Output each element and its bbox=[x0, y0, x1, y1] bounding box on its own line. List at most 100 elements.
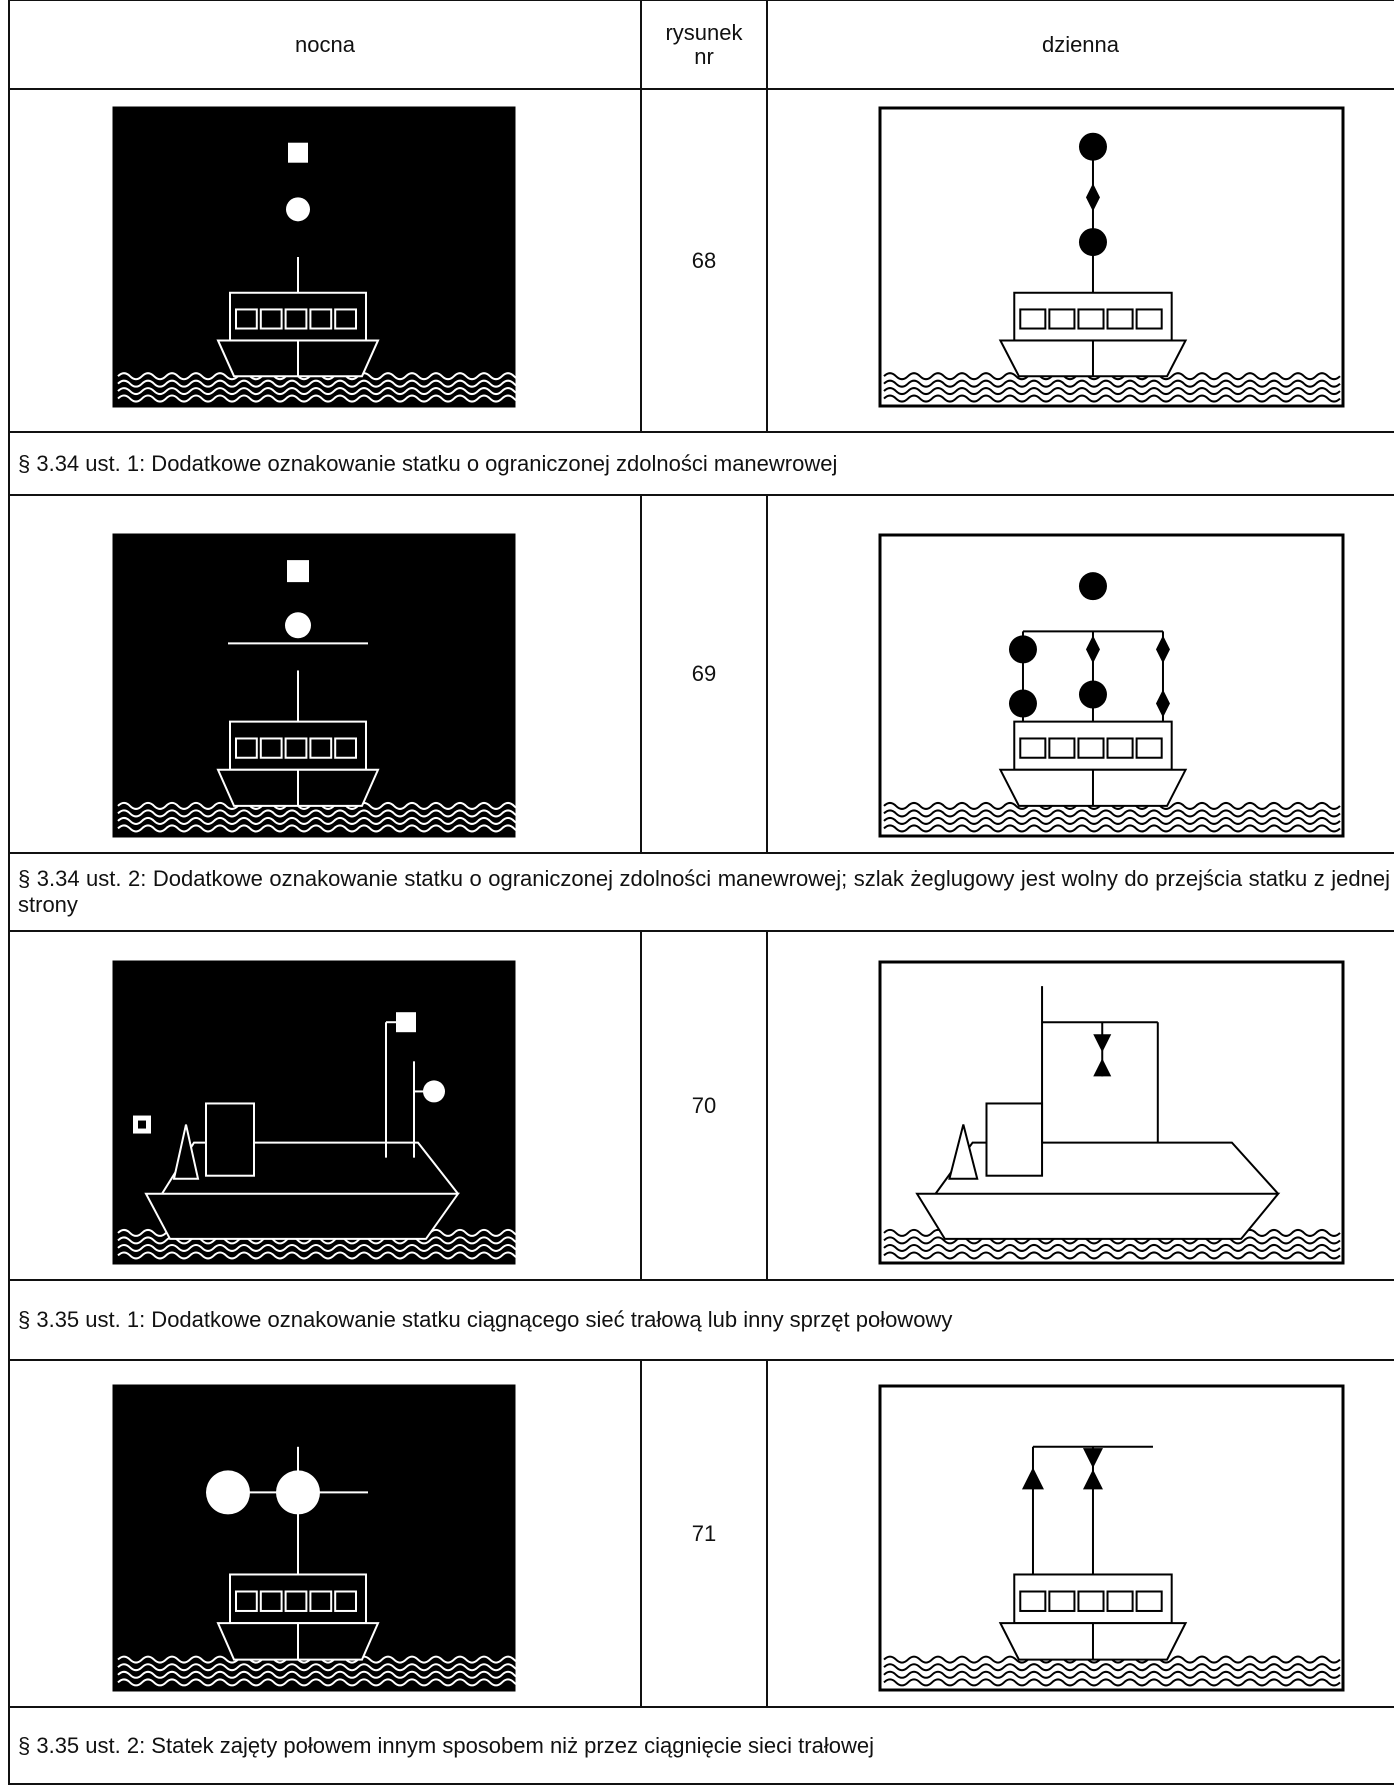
window bbox=[334, 1590, 358, 1612]
figure-number: 69 bbox=[691, 661, 717, 686]
wave bbox=[883, 387, 1341, 396]
wave bbox=[117, 379, 527, 388]
hull bbox=[998, 339, 1188, 378]
window bbox=[1135, 308, 1163, 330]
hull bbox=[998, 768, 1188, 807]
ball bbox=[1078, 572, 1107, 601]
window bbox=[1106, 737, 1134, 759]
caption: § 3.35 ust. 1: Dodatkowe oznakowanie sta… bbox=[18, 1307, 953, 1332]
window bbox=[1048, 308, 1076, 330]
wave bbox=[883, 824, 1341, 833]
window bbox=[1106, 308, 1134, 330]
ball bbox=[1008, 635, 1037, 664]
window bbox=[259, 308, 283, 330]
ball bbox=[206, 1470, 250, 1515]
window bbox=[309, 1590, 333, 1612]
wave bbox=[117, 1251, 527, 1260]
window bbox=[1019, 308, 1047, 330]
window bbox=[1106, 1590, 1134, 1612]
wave bbox=[883, 1670, 1341, 1679]
wave bbox=[117, 394, 527, 403]
cone bbox=[1021, 1467, 1044, 1490]
wave bbox=[117, 1236, 527, 1245]
window bbox=[1135, 1590, 1163, 1612]
hull bbox=[216, 1622, 380, 1661]
wave bbox=[883, 809, 1341, 818]
hull bbox=[216, 339, 380, 378]
figure-number: 70 bbox=[691, 1092, 717, 1118]
light bbox=[396, 1012, 416, 1033]
wave bbox=[117, 1678, 527, 1687]
figure-number: 71 bbox=[691, 1520, 717, 1546]
window bbox=[259, 737, 283, 759]
window bbox=[1077, 308, 1105, 330]
window bbox=[1135, 737, 1163, 759]
caption: § 3.35 ust. 2: Statek zajęty połowem inn… bbox=[18, 1733, 874, 1758]
ball bbox=[1078, 680, 1107, 709]
wave bbox=[883, 1678, 1341, 1687]
figure-number: 68 bbox=[691, 247, 717, 273]
window bbox=[1077, 1590, 1105, 1612]
hull bbox=[998, 1622, 1188, 1661]
wave bbox=[117, 1663, 527, 1672]
diamond bbox=[1155, 635, 1170, 664]
window bbox=[284, 308, 308, 330]
light bbox=[288, 142, 308, 163]
window bbox=[1019, 1590, 1047, 1612]
wave bbox=[883, 816, 1341, 825]
window bbox=[1077, 737, 1105, 759]
wave bbox=[883, 394, 1341, 403]
light bbox=[287, 560, 309, 583]
cone bbox=[1093, 1058, 1112, 1077]
diamond bbox=[1085, 635, 1100, 664]
cone-box bbox=[948, 1124, 979, 1180]
header-night: nocna bbox=[295, 31, 355, 57]
ball bbox=[276, 1470, 320, 1515]
ball bbox=[1008, 689, 1037, 718]
cone bbox=[1093, 1034, 1112, 1053]
hull bbox=[216, 768, 380, 807]
window bbox=[235, 308, 258, 330]
wave bbox=[117, 809, 527, 818]
window bbox=[259, 1590, 283, 1612]
window bbox=[284, 737, 308, 759]
cabin bbox=[985, 1102, 1044, 1177]
window bbox=[1048, 1590, 1076, 1612]
cone bbox=[1082, 1469, 1103, 1490]
window bbox=[284, 1590, 308, 1612]
wave bbox=[117, 816, 527, 825]
ball bbox=[1078, 132, 1107, 161]
window bbox=[334, 308, 358, 330]
window bbox=[1019, 737, 1047, 759]
cone bbox=[1082, 1448, 1103, 1469]
wave bbox=[117, 1243, 527, 1252]
wave bbox=[883, 379, 1341, 388]
ball bbox=[285, 612, 311, 639]
wave bbox=[883, 1243, 1341, 1252]
header-number: rysunek nr bbox=[665, 19, 743, 69]
ball bbox=[286, 197, 310, 222]
window bbox=[1048, 737, 1076, 759]
wave bbox=[883, 1663, 1341, 1672]
wave bbox=[117, 387, 527, 396]
hull bbox=[144, 1192, 460, 1240]
hull bbox=[915, 1192, 1281, 1240]
header-day: dzienna bbox=[1041, 31, 1120, 57]
diamond bbox=[1155, 689, 1170, 718]
wave bbox=[117, 824, 527, 833]
cone-box bbox=[172, 1124, 200, 1180]
window bbox=[309, 308, 333, 330]
window bbox=[235, 1590, 258, 1612]
wave bbox=[883, 1251, 1341, 1260]
window bbox=[334, 737, 358, 759]
ball bbox=[423, 1080, 445, 1103]
window bbox=[235, 737, 258, 759]
ball bbox=[1078, 228, 1107, 257]
caption: § 3.34 ust. 1: Dodatkowe oznakowanie sta… bbox=[18, 450, 838, 476]
window bbox=[309, 737, 333, 759]
diamond bbox=[1085, 183, 1100, 212]
wave bbox=[117, 1670, 527, 1679]
cabin bbox=[205, 1102, 255, 1177]
